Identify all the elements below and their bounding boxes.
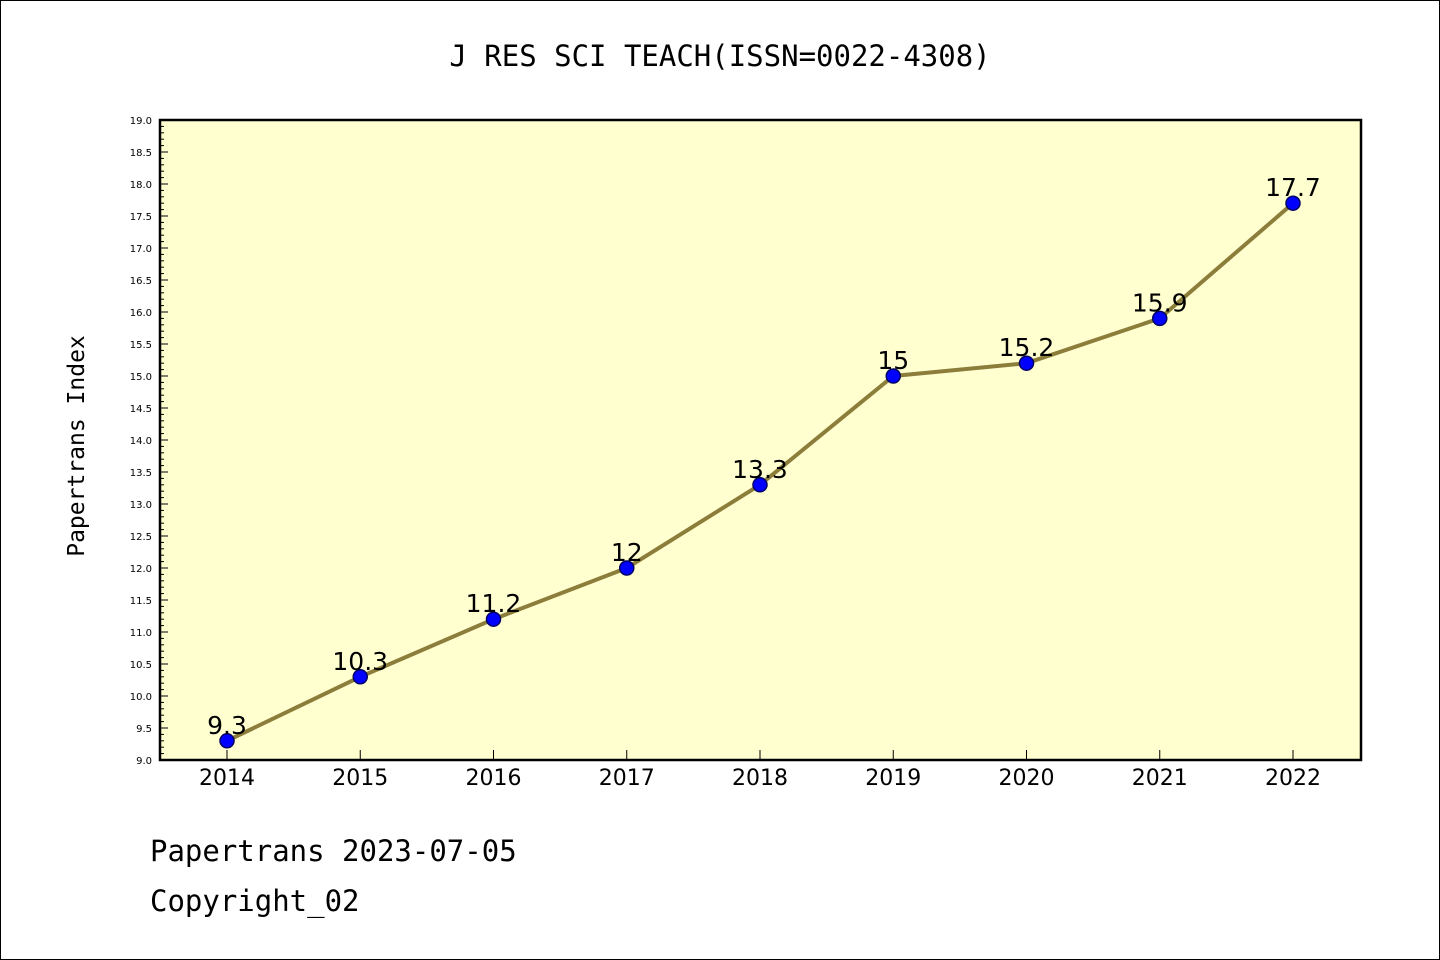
plot-area <box>160 120 1361 760</box>
x-tick-label: 2022 <box>1265 766 1321 791</box>
footer-date: Papertrans 2023-07-05 <box>150 834 517 868</box>
y-tick-label: 10.5 <box>130 660 152 671</box>
y-tick-label: 10.0 <box>130 692 152 703</box>
x-tick-label: 2014 <box>199 766 255 791</box>
y-tick-label: 16.0 <box>130 308 152 319</box>
data-point-marker <box>752 477 768 493</box>
data-label: 15 <box>877 346 909 375</box>
data-label: 9.3 <box>207 711 247 740</box>
y-tick-label: 12.0 <box>130 564 152 575</box>
y-tick-label: 16.5 <box>130 276 152 287</box>
data-label: 15.9 <box>1132 288 1188 317</box>
x-tick-label: 2019 <box>865 766 921 791</box>
data-label: 10.3 <box>332 647 388 676</box>
y-tick-label: 14.0 <box>130 436 152 447</box>
data-point-marker <box>885 368 901 384</box>
y-tick-label: 9.5 <box>136 724 152 735</box>
x-axis-ticks: 2014 2015 2016 2017 2018 2019 2020 2021 2022 <box>199 750 1321 791</box>
data-point-marker <box>219 733 235 749</box>
plot-border <box>158 118 1363 762</box>
x-tick-label: 2021 <box>1132 766 1188 791</box>
data-point-marker <box>352 669 368 685</box>
data-markers <box>219 195 1301 749</box>
y-tick-label: 9.0 <box>136 756 152 767</box>
y-tick-label: 14.5 <box>130 404 152 415</box>
data-label: 12 <box>611 538 643 567</box>
y-tick-label: 17.0 <box>130 244 152 255</box>
y-tick-label: 15.5 <box>130 340 152 351</box>
data-point-marker <box>1018 355 1035 371</box>
y-tick-label: 11.0 <box>130 628 152 639</box>
data-point-marker <box>1152 310 1168 327</box>
y-tick-label: 15.0 <box>130 372 152 383</box>
data-point-marker <box>619 560 635 576</box>
x-tick-label: 2016 <box>466 766 522 791</box>
y-tick-label: 13.0 <box>130 500 152 511</box>
data-label: 15.2 <box>999 333 1055 362</box>
footer-copyright: Copyright_02 <box>150 884 360 918</box>
data-label: 11.2 <box>466 589 522 618</box>
y-axis-label: Papertrans Index <box>64 335 90 557</box>
data-point-marker <box>1285 195 1301 211</box>
y-tick-label: 19.0 <box>130 116 152 127</box>
data-labels: 9.3 10.3 11.2 12 13.3 15 15.2 15.9 17.7 <box>207 173 1321 740</box>
y-tick-label: 12.5 <box>130 532 152 543</box>
y-tick-label: 11.5 <box>130 596 152 607</box>
y-tick-label: 17.5 <box>130 212 152 223</box>
chart-title: J RES SCI TEACH(ISSN=0022-4308) <box>449 39 990 73</box>
x-tick-label: 2017 <box>599 766 655 791</box>
data-label: 17.7 <box>1265 173 1321 202</box>
x-tick-label: 2018 <box>732 766 788 791</box>
data-label: 13.3 <box>732 455 788 484</box>
x-tick-label: 2020 <box>999 766 1055 791</box>
data-point-marker <box>485 611 502 627</box>
y-tick-label: 13.5 <box>130 468 152 479</box>
x-tick-label: 2015 <box>332 766 388 791</box>
y-tick-label: 18.0 <box>130 180 152 191</box>
y-tick-label: 18.5 <box>130 148 152 159</box>
